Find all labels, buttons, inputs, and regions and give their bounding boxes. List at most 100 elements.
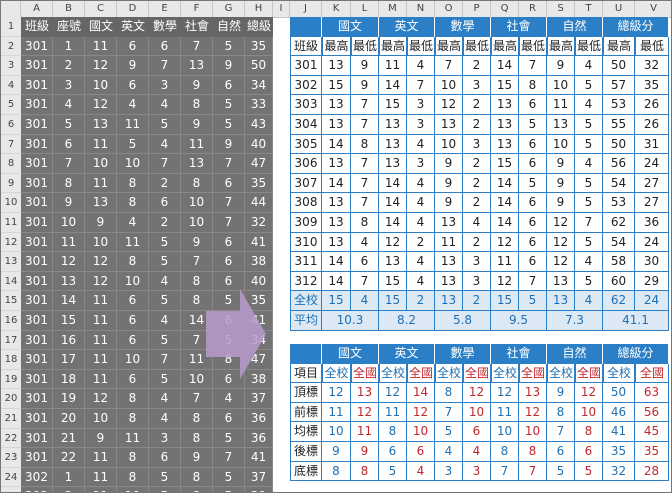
table-cell[interactable]: 10: [117, 487, 149, 492]
score-cell[interactable]: 7: [351, 95, 379, 115]
table-cell[interactable]: 4: [149, 311, 181, 331]
table-cell[interactable]: 8: [181, 291, 213, 311]
table-cell[interactable]: 8: [117, 252, 149, 272]
score-cell[interactable]: 5: [575, 115, 603, 135]
score-cell[interactable]: 27: [635, 193, 669, 213]
row-header-1[interactable]: 1: [1, 17, 21, 37]
score-cell[interactable]: 13: [547, 271, 575, 292]
table-cell[interactable]: 11: [85, 173, 117, 194]
table-cell[interactable]: 13: [53, 271, 85, 292]
score-cell[interactable]: 4: [407, 193, 435, 213]
score-cell[interactable]: 4: [463, 213, 491, 233]
score-cell[interactable]: 6: [351, 252, 379, 272]
class-cell[interactable]: 311: [290, 252, 322, 272]
score-cell[interactable]: 6: [519, 134, 547, 155]
score-cell[interactable]: 10: [435, 134, 463, 155]
school-cell[interactable]: 15: [379, 291, 407, 311]
table-cell[interactable]: 9: [213, 134, 245, 155]
table-cell[interactable]: 10: [85, 232, 117, 253]
standard-cell[interactable]: 7: [547, 422, 575, 442]
table-cell[interactable]: 11: [85, 448, 117, 468]
table-cell[interactable]: 4: [149, 134, 181, 155]
score-cell[interactable]: 10: [547, 75, 575, 96]
table-cell[interactable]: 4: [149, 409, 181, 429]
row-header-22[interactable]: 22: [1, 429, 21, 449]
table-cell[interactable]: 40: [245, 271, 273, 292]
score-cell[interactable]: 4: [351, 232, 379, 253]
table-cell[interactable]: 6: [117, 369, 149, 390]
score-cell[interactable]: 13: [435, 115, 463, 135]
score-cell[interactable]: 36: [635, 213, 669, 233]
table-cell[interactable]: 5: [117, 134, 149, 155]
table-cell[interactable]: 8: [117, 448, 149, 468]
table-cell[interactable]: 9: [117, 56, 149, 76]
row-header-5[interactable]: 5: [1, 95, 21, 115]
class-cell[interactable]: 309: [290, 213, 322, 233]
table-cell[interactable]: 10: [117, 271, 149, 292]
column-header-d[interactable]: D: [117, 1, 149, 17]
row-header-21[interactable]: 21: [1, 409, 21, 429]
score-cell[interactable]: 15: [491, 154, 519, 174]
table-cell[interactable]: 35: [245, 36, 273, 57]
column-header-r[interactable]: R: [519, 1, 547, 17]
table-cell[interactable]: 6: [117, 291, 149, 311]
table-cell[interactable]: 8: [117, 409, 149, 429]
table-cell[interactable]: 21: [53, 428, 85, 449]
class-cell[interactable]: 303: [290, 95, 322, 115]
table-cell[interactable]: 11: [85, 291, 117, 311]
table-cell[interactable]: 36: [245, 409, 273, 429]
table-cell[interactable]: 47: [245, 154, 273, 174]
standard-cell[interactable]: 13: [519, 383, 547, 403]
table-cell[interactable]: 37: [245, 467, 273, 488]
table-cell[interactable]: 301: [21, 75, 53, 96]
table-cell[interactable]: 5: [53, 115, 85, 135]
standard-cell[interactable]: 12: [407, 402, 435, 423]
school-cell[interactable]: 2: [407, 291, 435, 311]
table-cell[interactable]: 301: [21, 252, 53, 272]
table-cell[interactable]: 8: [53, 173, 85, 194]
class-cell[interactable]: 301: [290, 56, 322, 76]
table-cell[interactable]: 301: [21, 134, 53, 155]
score-cell[interactable]: 7: [407, 75, 435, 96]
score-cell[interactable]: 12: [547, 213, 575, 233]
standard-cell[interactable]: 10: [407, 422, 435, 442]
table-cell[interactable]: 6: [117, 311, 149, 331]
score-cell[interactable]: 12: [491, 271, 519, 292]
score-cell[interactable]: 2: [463, 115, 491, 135]
table-cell[interactable]: 301: [21, 448, 53, 468]
left-header-cell[interactable]: 英文: [117, 17, 149, 37]
score-cell[interactable]: 15: [379, 271, 407, 292]
score-cell[interactable]: 13: [322, 56, 351, 76]
table-cell[interactable]: 1: [53, 36, 85, 57]
score-cell[interactable]: 11: [379, 56, 407, 76]
score-cell[interactable]: 14: [491, 193, 519, 213]
table-cell[interactable]: 7: [213, 154, 245, 174]
score-cell[interactable]: 15: [322, 75, 351, 96]
table-cell[interactable]: 10: [117, 154, 149, 174]
score-cell[interactable]: 14: [322, 173, 351, 194]
table-cell[interactable]: 5: [149, 467, 181, 488]
score-cell[interactable]: 13: [547, 115, 575, 135]
table-cell[interactable]: 34: [245, 75, 273, 96]
score-cell[interactable]: 6: [519, 213, 547, 233]
table-cell[interactable]: 11: [85, 467, 117, 488]
table-cell[interactable]: 6: [213, 271, 245, 292]
table-cell[interactable]: 6: [213, 369, 245, 390]
table-cell[interactable]: 20: [53, 409, 85, 429]
table-cell[interactable]: 4: [53, 95, 85, 115]
table-cell[interactable]: 43: [245, 115, 273, 135]
table-cell[interactable]: 7: [213, 193, 245, 213]
class-cell[interactable]: 304: [290, 115, 322, 135]
table-cell[interactable]: 301: [21, 115, 53, 135]
score-cell[interactable]: 2: [463, 232, 491, 253]
table-cell[interactable]: 13: [85, 193, 117, 213]
standard-label[interactable]: 底標: [290, 461, 322, 482]
table-cell[interactable]: 10: [181, 369, 213, 390]
score-cell[interactable]: 4: [575, 154, 603, 174]
table-cell[interactable]: 5: [149, 232, 181, 253]
score-cell[interactable]: 62: [603, 213, 635, 233]
standard-cell[interactable]: 13: [351, 383, 379, 403]
table-cell[interactable]: 301: [21, 173, 53, 194]
score-cell[interactable]: 5: [575, 75, 603, 96]
score-cell[interactable]: 7: [351, 271, 379, 292]
